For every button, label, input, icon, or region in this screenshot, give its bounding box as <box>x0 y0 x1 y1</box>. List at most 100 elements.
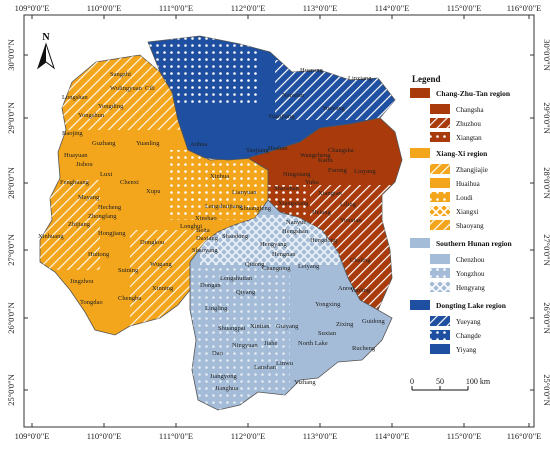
lat-tick-right: 30°0'0"N <box>542 39 550 71</box>
legend-item: Shaoyang <box>456 222 484 230</box>
county-label: Xiangxiang <box>278 200 309 207</box>
legend-swatch-pattern <box>430 118 450 128</box>
county-label: Changning <box>262 265 291 272</box>
county-label: Huarong <box>300 67 323 74</box>
legend-group-title: Xiang-Xi region <box>436 149 488 158</box>
county-label: Wangcheng <box>300 152 331 159</box>
county-label: Baojing <box>62 130 83 137</box>
legend-swatch <box>430 104 450 114</box>
scale-label: 0 <box>410 377 414 386</box>
county-label: Youxian <box>340 217 362 224</box>
lon-tick-top: 116°0'0"E <box>507 3 542 13</box>
legend-swatch-pattern <box>430 268 450 278</box>
county-label: Xintian <box>250 323 270 330</box>
county-label: Lengshuijiang <box>205 203 243 210</box>
county-label: Xinshao <box>195 215 217 222</box>
county-label: Furong <box>328 167 348 174</box>
lon-tick-bottom: 110°0'0"E <box>87 431 122 441</box>
legend-swatch-pattern <box>430 132 450 142</box>
legend-title: Legend <box>412 74 441 84</box>
map-legend: Legend Chang-Zhu-Tan region Changsha Zhu… <box>410 74 513 354</box>
county-label: Xinhua <box>210 173 229 180</box>
legend-item: Yongzhou <box>456 270 485 278</box>
legend-group-title: Dongting Lake region <box>436 301 507 310</box>
legend-swatch <box>410 300 430 310</box>
region-southern <box>189 199 393 411</box>
lon-tick-bottom: 112°0'0"E <box>231 431 266 441</box>
lat-tick-right: 26°0'0"N <box>542 302 550 334</box>
county-label: Beita <box>196 227 210 234</box>
legend-item: Xiangtan <box>456 134 482 142</box>
county-label: Dao <box>212 350 223 357</box>
legend-item: Loudi <box>456 194 473 202</box>
county-label: Hengyang <box>260 241 287 248</box>
county-label: Hongjiang <box>98 230 126 237</box>
county-label: Rucheng <box>352 345 376 352</box>
county-label: Huayuan <box>64 152 88 159</box>
legend-swatch-pattern <box>430 330 450 340</box>
county-label: Shuangfeng <box>240 205 272 212</box>
region-dongting <box>147 35 396 161</box>
lat-tick-left: 25°0'0"N <box>6 374 16 406</box>
county-label: Heshan <box>268 145 288 152</box>
lat-tick-right: 28°0'0"N <box>542 167 550 199</box>
county-label: Nanxian <box>282 92 305 99</box>
legend-swatch-pattern <box>430 220 450 230</box>
county-label: Chengbu <box>118 295 142 302</box>
county-label: Huitong <box>88 251 110 258</box>
legend-swatch <box>410 238 430 248</box>
county-label: Daxiang <box>196 235 219 242</box>
county-label: Jianghua <box>215 385 238 392</box>
county-label: Xiangtan <box>318 190 343 197</box>
county-label: Wulingyuan <box>110 85 143 92</box>
lat-tick-left: 28°0'0"N <box>6 167 16 199</box>
county-label: Hecheng <box>98 204 122 211</box>
lat-tick-left: 30°0'0"N <box>6 39 16 71</box>
county-label: Changsha <box>328 147 354 154</box>
scale-bar: 0 50 100 km <box>410 377 491 391</box>
lon-tick-top: 112°0'0"E <box>231 3 266 13</box>
legend-swatch-pattern <box>430 282 450 292</box>
county-label: Jishou <box>76 161 93 168</box>
county-label: Longhui <box>180 223 202 230</box>
legend-swatch <box>410 148 430 158</box>
county-label: Anhua <box>190 141 207 148</box>
legend-item: Zhangjiajie <box>456 166 488 174</box>
county-label: North Lake <box>298 340 328 347</box>
county-label: Hetang <box>312 209 332 216</box>
legend-item: Chenzhou <box>456 256 485 264</box>
county-label: Jiahe <box>264 340 277 347</box>
county-label: Yueyang <box>322 105 345 112</box>
legend-item: Hengyang <box>456 284 485 292</box>
county-label: Zhongfang <box>88 213 117 220</box>
lon-tick-bottom: 114°0'0"E <box>375 431 410 441</box>
county-label: Guzhang <box>92 140 116 147</box>
region-changzhutan <box>247 117 403 311</box>
county-label: Lingling <box>205 305 228 312</box>
county-label: Qidong <box>245 261 265 268</box>
county-label: Xupu <box>146 188 161 195</box>
county-label: Yanling <box>350 287 371 294</box>
county-label: Leiyang <box>298 263 320 270</box>
county-label: Chenxi <box>120 179 139 186</box>
county-label: Liling <box>340 201 357 208</box>
county-label: Shaoshan <box>274 185 300 192</box>
county-label: Suining <box>118 267 139 274</box>
region-xiangxi <box>39 54 271 336</box>
county-label: Jiangyong <box>210 373 237 380</box>
lat-tick-left: 26°0'0"N <box>6 302 16 334</box>
county-label: Wugang <box>150 261 173 268</box>
legend-swatch-pattern <box>430 206 450 216</box>
county-label: Yongding <box>98 103 124 110</box>
county-label: Shaodong <box>222 233 249 240</box>
county-label: Liuyang <box>354 168 376 175</box>
county-label: Qiyang <box>236 289 256 296</box>
county-label: Dongkou <box>140 239 165 246</box>
lon-tick-top: 111°0'0"E <box>159 3 193 13</box>
county-label: Yuanling <box>136 140 160 147</box>
county-label: Linxiang <box>348 75 372 82</box>
county-label: Lianyuan <box>232 189 257 196</box>
county-label: Lanshan <box>254 364 277 371</box>
